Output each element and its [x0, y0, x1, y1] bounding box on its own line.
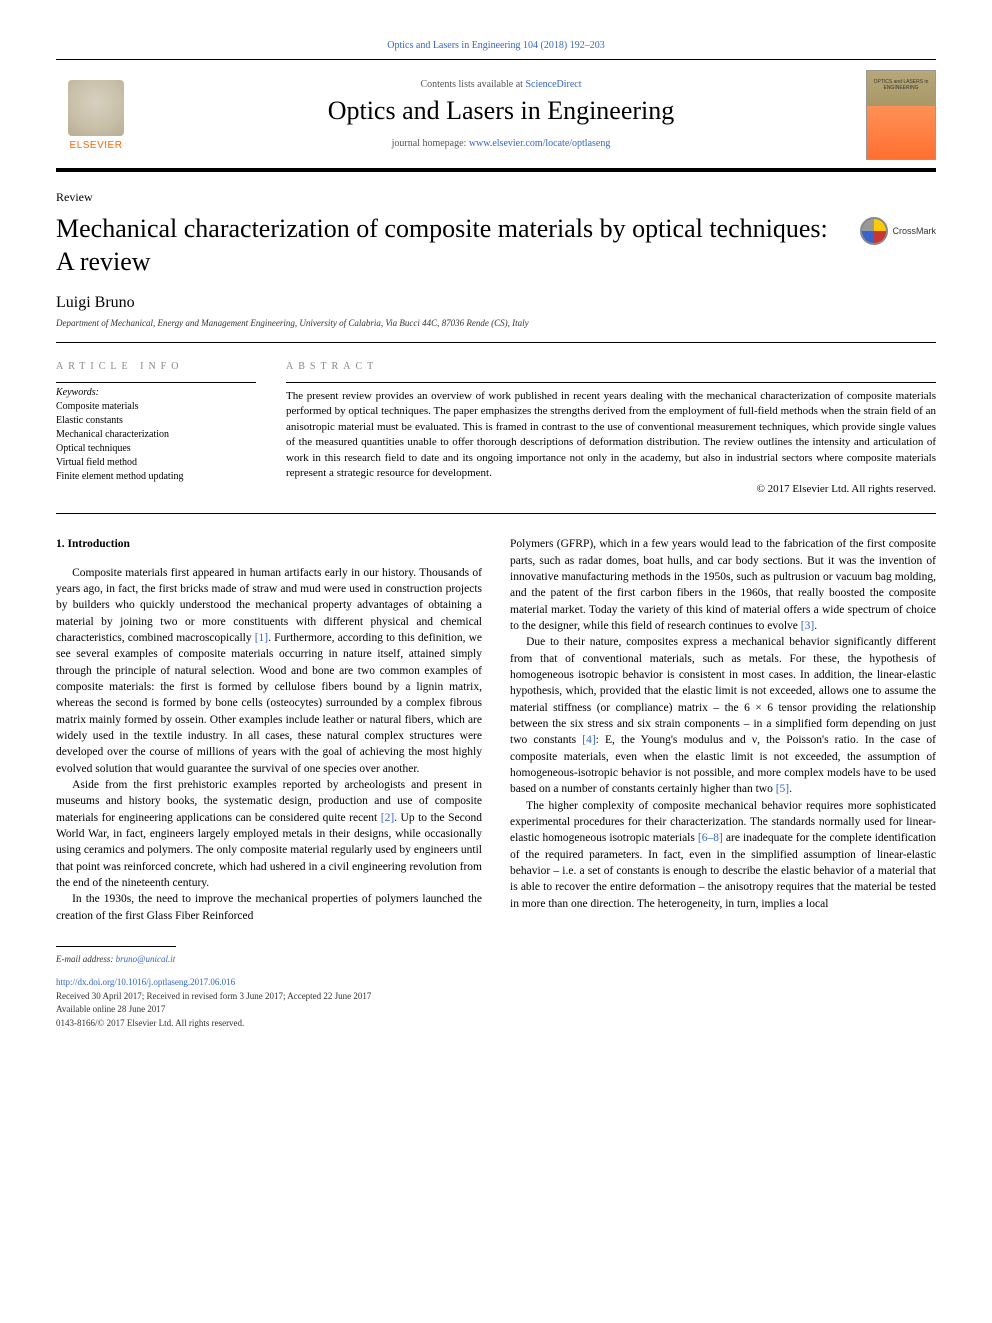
elsevier-tree-icon — [68, 80, 124, 136]
article-info-label: ARTICLE INFO — [56, 361, 256, 372]
author-email-link[interactable]: bruno@unical.it — [116, 954, 176, 964]
keyword-item: Composite materials — [56, 400, 256, 414]
footer-separator — [56, 946, 176, 947]
article-type: Review — [56, 190, 936, 205]
email-label: E-mail address: — [56, 954, 113, 964]
body-paragraph: Polymers (GFRP), which in a few years wo… — [510, 536, 936, 634]
keyword-item: Finite element method updating — [56, 470, 256, 484]
elsevier-wordmark: ELSEVIER — [70, 140, 123, 151]
keywords-label: Keywords: — [56, 382, 256, 398]
doi-link[interactable]: http://dx.doi.org/10.1016/j.optlaseng.20… — [56, 977, 235, 987]
body-paragraph: Due to their nature, composites express … — [510, 634, 936, 797]
body-paragraph: In the 1930s, the need to improve the me… — [56, 891, 482, 924]
body-paragraph: Composite materials first appeared in hu… — [56, 565, 482, 777]
footer-block: E-mail address: bruno@unical.it http://d… — [56, 953, 936, 1031]
journal-name: Optics and Lasers in Engineering — [136, 96, 866, 126]
contents-prefix: Contents lists available at — [420, 79, 525, 90]
right-column: Polymers (GFRP), which in a few years wo… — [510, 536, 936, 924]
contents-available-line: Contents lists available at ScienceDirec… — [136, 79, 866, 90]
body-paragraph: Aside from the first prehistoric example… — [56, 777, 482, 891]
body-paragraph: The higher complexity of composite mecha… — [510, 798, 936, 912]
keyword-item: Virtual field method — [56, 456, 256, 470]
sciencedirect-link[interactable]: ScienceDirect — [525, 79, 581, 90]
keyword-item: Optical techniques — [56, 442, 256, 456]
received-dates: Received 30 April 2017; Received in revi… — [56, 990, 936, 1004]
journal-homepage-line: journal homepage: www.elsevier.com/locat… — [136, 138, 866, 149]
journal-homepage-link[interactable]: www.elsevier.com/locate/optlaseng — [469, 138, 611, 149]
journal-cover-thumbnail — [866, 70, 936, 160]
elsevier-logo: ELSEVIER — [56, 80, 136, 159]
crossmark-label: CrossMark — [892, 226, 936, 236]
journal-header: ELSEVIER Contents lists available at Sci… — [56, 59, 936, 172]
crossmark-icon — [860, 217, 888, 245]
issn-copyright: 0143-8166/© 2017 Elsevier Ltd. All right… — [56, 1017, 936, 1031]
available-online: Available online 28 June 2017 — [56, 1003, 936, 1017]
crossmark-badge[interactable]: CrossMark — [860, 217, 936, 245]
keywords-list: Composite materials Elastic constants Me… — [56, 400, 256, 484]
article-title: Mechanical characterization of composite… — [56, 213, 840, 278]
homepage-prefix: journal homepage: — [392, 138, 469, 149]
body-content: 1. Introduction Composite materials firs… — [56, 536, 936, 924]
author-name: Luigi Bruno — [56, 294, 936, 312]
top-citation: Optics and Lasers in Engineering 104 (20… — [56, 40, 936, 51]
section-1-heading: 1. Introduction — [56, 536, 482, 552]
author-affiliation: Department of Mechanical, Energy and Man… — [56, 318, 936, 343]
abstract-label: ABSTRACT — [286, 361, 936, 372]
keyword-item: Mechanical characterization — [56, 428, 256, 442]
abstract-text: The present review provides an overview … — [286, 382, 936, 481]
keyword-item: Elastic constants — [56, 414, 256, 428]
abstract-copyright: © 2017 Elsevier Ltd. All rights reserved… — [286, 483, 936, 495]
left-column: 1. Introduction Composite materials firs… — [56, 536, 482, 924]
